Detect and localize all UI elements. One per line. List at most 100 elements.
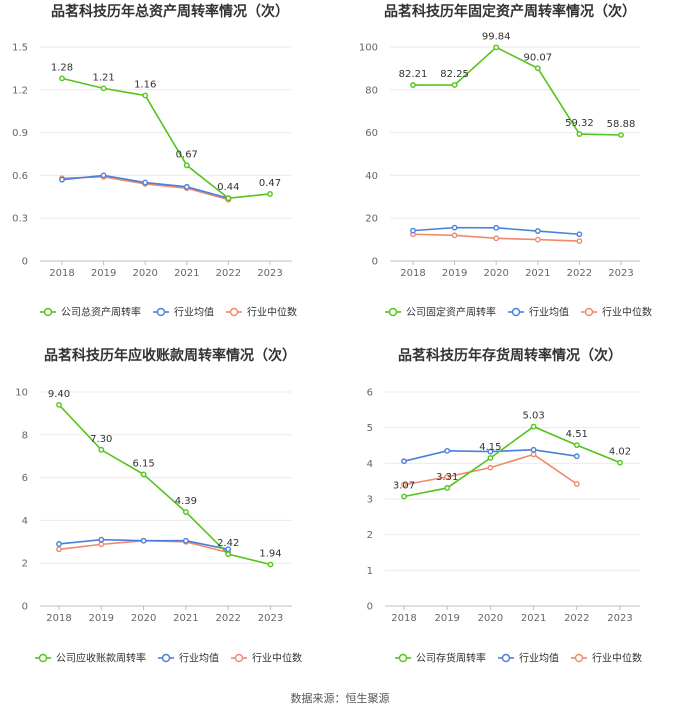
legend-item-industry-median[interactable]: 行业中位数	[571, 652, 642, 665]
company-point	[56, 401, 62, 408]
y-tick-label: 1	[367, 566, 373, 577]
x-tick-label: 2020	[483, 268, 508, 279]
x-tick-label: 2019	[89, 613, 114, 624]
company-point	[98, 446, 105, 453]
y-tick-label: 0	[367, 602, 373, 613]
industry_median-point	[573, 481, 580, 487]
industry_median-point	[98, 541, 105, 548]
data-source-note: 数据来源：恒生聚源	[291, 691, 390, 705]
x-tick-label: 2020	[131, 613, 156, 624]
legend-item-industry-avg[interactable]: 行业均值	[153, 306, 214, 319]
data-label: 7.30	[90, 434, 112, 445]
data-label: 59.32	[565, 118, 594, 129]
legend-label: 行业中位数	[592, 652, 642, 665]
x-tick-label: 2018	[400, 268, 425, 279]
industry_avg-point	[451, 224, 458, 231]
y-tick-label: 0.3	[12, 214, 28, 225]
legend-label: 行业中位数	[247, 306, 297, 319]
data-label: 0.67	[176, 149, 198, 160]
y-tick-label: 1.5	[12, 43, 28, 54]
legend-item-industry-avg[interactable]: 行业均值	[498, 652, 559, 665]
legend-item-industry-median[interactable]: 行业中位数	[231, 652, 302, 665]
legend-label: 行业均值	[179, 652, 219, 665]
legend-label: 行业均值	[529, 306, 569, 319]
company-point	[225, 551, 232, 558]
legend-swatch-marker	[161, 653, 171, 663]
y-tick-label: 0.6	[12, 171, 28, 182]
data-label: 1.16	[134, 80, 156, 91]
y-tick-label: 5	[367, 423, 373, 434]
company-point	[182, 509, 189, 515]
y-tick-label: 0	[22, 602, 28, 613]
y-tick-label: 2	[367, 530, 373, 541]
legend-item-company[interactable]: 公司总资产周转率	[40, 306, 141, 319]
company-point	[573, 442, 580, 449]
company-point	[444, 485, 451, 491]
data-label: 82.21	[399, 69, 428, 80]
industry_avg-point	[98, 536, 105, 543]
x-tick-label: 2020	[132, 268, 157, 279]
industry_avg-point	[142, 179, 149, 186]
y-tick-label: 100	[359, 43, 378, 54]
company-point	[410, 82, 416, 88]
y-tick-label: 10	[15, 388, 28, 399]
company-line	[403, 425, 621, 498]
industry_avg-point	[183, 183, 190, 190]
legend-item-industry-median[interactable]: 行业中位数	[581, 306, 652, 319]
x-tick-label: 2018	[391, 613, 416, 624]
legend-swatch-marker	[43, 307, 53, 317]
legend-swatch-marker	[156, 307, 166, 317]
legend-swatch-marker	[38, 653, 48, 663]
total-asset-turnover-panel: 品茗科技历年总资产周转率情况（次） 0 0.3 0.6 0.9 1.2 1.5 2018 201…	[12, 3, 297, 319]
industry_avg-point	[182, 537, 189, 544]
x-tick-label: 2019	[434, 613, 459, 624]
industry_avg-point	[573, 453, 580, 460]
legend-swatch-marker	[398, 653, 408, 663]
company-point	[225, 195, 232, 202]
chart-title: 品茗科技历年应收账款周转率情况（次）	[44, 347, 296, 364]
receivables-turnover-panel: 品茗科技历年应收账款周转率情况（次） 0 2 4 6 8 10 2018 2019 2020 202…	[15, 347, 302, 665]
industry_median-point	[487, 464, 494, 471]
inventory-turnover-panel: 品茗科技历年存货周转率情况（次） 0 1 2 3 4 5 6 2018 2019 2020 2021 2…	[367, 347, 642, 665]
legend-item-company[interactable]: 公司应收账款周转率	[35, 652, 146, 665]
legend-item-industry-avg[interactable]: 行业均值	[158, 652, 219, 665]
x-tick-label: 2019	[91, 268, 116, 279]
industry_avg-point	[530, 446, 537, 453]
legend-label: 公司总资产周转率	[61, 306, 141, 319]
x-tick-label: 2022	[215, 613, 240, 624]
y-tick-label: 3	[367, 495, 373, 506]
industry_avg-point	[56, 541, 62, 547]
x-tick-label: 2021	[173, 613, 198, 624]
company-point	[576, 131, 583, 137]
legend-label: 行业中位数	[602, 306, 652, 319]
data-label: 3.07	[393, 481, 415, 492]
y-tick-label: 20	[365, 214, 378, 225]
industry_median-point	[534, 236, 541, 243]
data-label: 2.42	[217, 538, 239, 549]
data-label: 99.84	[482, 31, 511, 42]
chart-title: 品茗科技历年总资产周转率情况（次）	[51, 3, 289, 20]
x-tick-label: 2022	[216, 268, 241, 279]
legend-item-company[interactable]: 公司存货周转率	[395, 652, 486, 665]
legend-item-company[interactable]: 公司固定资产周转率	[385, 306, 496, 319]
x-tick-label: 2022	[567, 268, 592, 279]
data-label: 4.39	[175, 496, 197, 507]
legend-item-industry-avg[interactable]: 行业均值	[508, 306, 569, 319]
y-tick-label: 40	[365, 171, 378, 182]
data-label: 1.28	[51, 62, 73, 73]
legend-label: 行业中位数	[252, 652, 302, 665]
y-tick-label: 6	[22, 473, 28, 484]
industry_median-point	[576, 238, 583, 244]
data-label: 6.15	[132, 458, 154, 469]
data-label: 82.25	[440, 69, 469, 80]
y-tick-label: 4	[22, 516, 28, 527]
data-label: 4.15	[479, 442, 501, 453]
legend-item-industry-median[interactable]: 行业中位数	[226, 306, 297, 319]
industry_median-point	[530, 451, 537, 458]
industry_avg-point	[401, 458, 407, 465]
data-label: 3.31	[436, 472, 458, 483]
x-tick-label: 2023	[607, 613, 632, 624]
company-point	[534, 65, 541, 72]
industry_avg-point	[487, 448, 494, 455]
